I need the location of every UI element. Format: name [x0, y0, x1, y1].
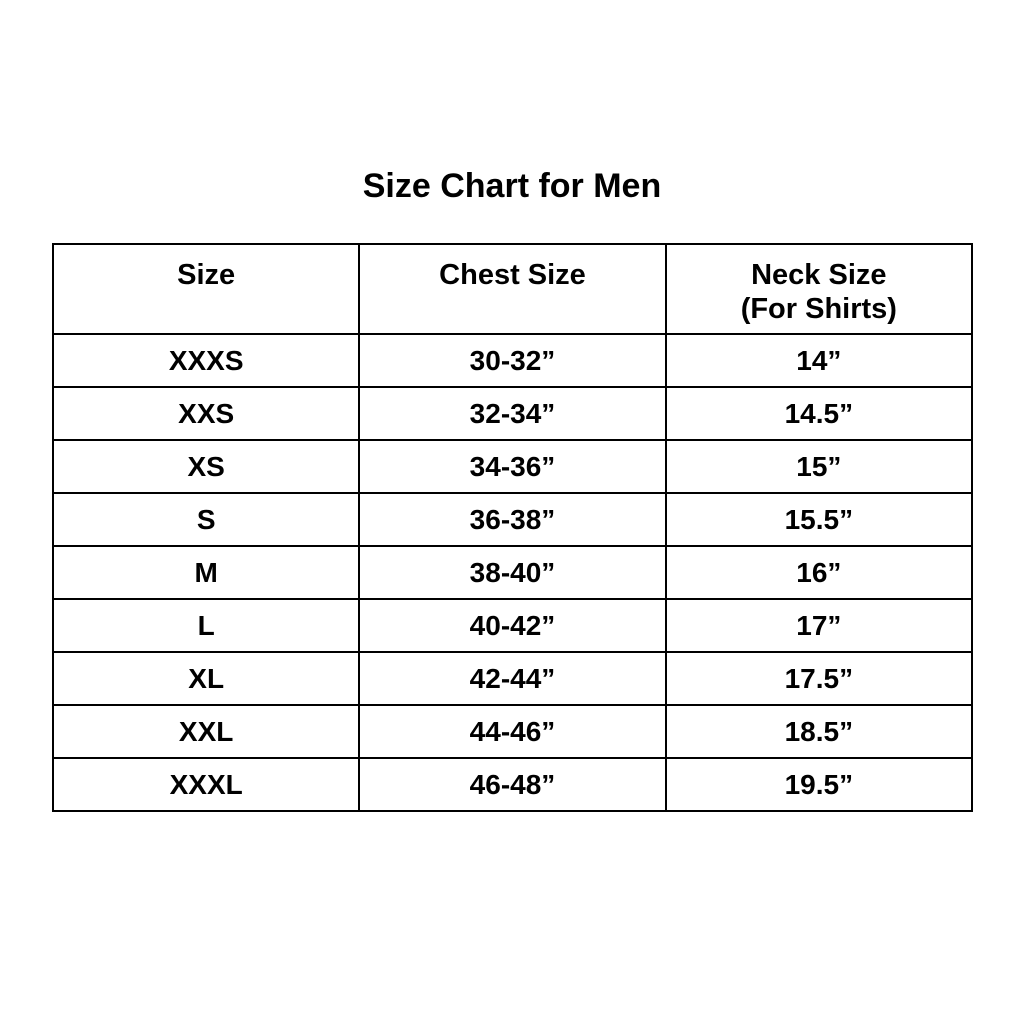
cell-size: XS	[51, 439, 361, 494]
cell-chest: 40-42”	[358, 598, 667, 653]
cell-size: S	[51, 492, 361, 547]
cell-chest: 36-38”	[358, 492, 667, 547]
header-neck-size: Neck Size (For Shirts)	[664, 243, 974, 335]
cell-chest: 30-32”	[358, 333, 667, 388]
cell-size: L	[51, 598, 361, 653]
header-neck-size-label: Neck Size	[751, 259, 887, 291]
cell-chest: 32-34”	[358, 386, 667, 441]
cell-chest: 34-36”	[358, 439, 667, 494]
cell-chest: 44-46”	[358, 704, 667, 759]
page-title: Size Chart for Men	[362, 167, 662, 205]
cell-neck: 15”	[664, 439, 974, 494]
cell-chest: 38-40”	[358, 545, 667, 600]
cell-neck: 14”	[664, 333, 974, 388]
size-chart-table: Size Chest Size Neck Size (For Shirts) X…	[51, 243, 974, 812]
cell-size: XXXS	[51, 333, 361, 388]
cell-neck: 18.5”	[664, 704, 974, 759]
table-row-xxxl: XXXL 46-48” 19.5”	[51, 757, 974, 812]
header-row: Size Chest Size Neck Size (For Shirts)	[51, 243, 974, 335]
header-size-label: Size	[177, 259, 236, 291]
cell-size: XXL	[51, 704, 361, 759]
header-size: Size	[51, 243, 361, 335]
table-row-m: M 38-40” 16”	[51, 545, 974, 600]
cell-neck: 17.5”	[664, 651, 974, 706]
cell-size: M	[51, 545, 361, 600]
table-row-xxxs: XXXS 30-32” 14”	[51, 333, 974, 388]
header-neck-size-sub: (For Shirts)	[740, 293, 897, 325]
cell-neck: 19.5”	[664, 757, 974, 812]
cell-size: XXS	[51, 386, 361, 441]
cell-size: XXXL	[51, 757, 361, 812]
table-row-xs: XS 34-36” 15”	[51, 439, 974, 494]
table-row-s: S 36-38” 15.5”	[51, 492, 974, 547]
header-chest-size: Chest Size	[358, 243, 667, 335]
table-row-xxs: XXS 32-34” 14.5”	[51, 386, 974, 441]
header-chest-size-label: Chest Size	[439, 259, 586, 291]
cell-neck: 15.5”	[664, 492, 974, 547]
cell-neck: 17”	[664, 598, 974, 653]
table-row-xxl: XXL 44-46” 18.5”	[51, 704, 974, 759]
cell-chest: 46-48”	[358, 757, 667, 812]
cell-neck: 16”	[664, 545, 974, 600]
table-row-xl: XL 42-44” 17.5”	[51, 651, 974, 706]
table-row-l: L 40-42” 17”	[51, 598, 974, 653]
cell-neck: 14.5”	[664, 386, 974, 441]
cell-chest: 42-44”	[358, 651, 667, 706]
cell-size: XL	[51, 651, 361, 706]
